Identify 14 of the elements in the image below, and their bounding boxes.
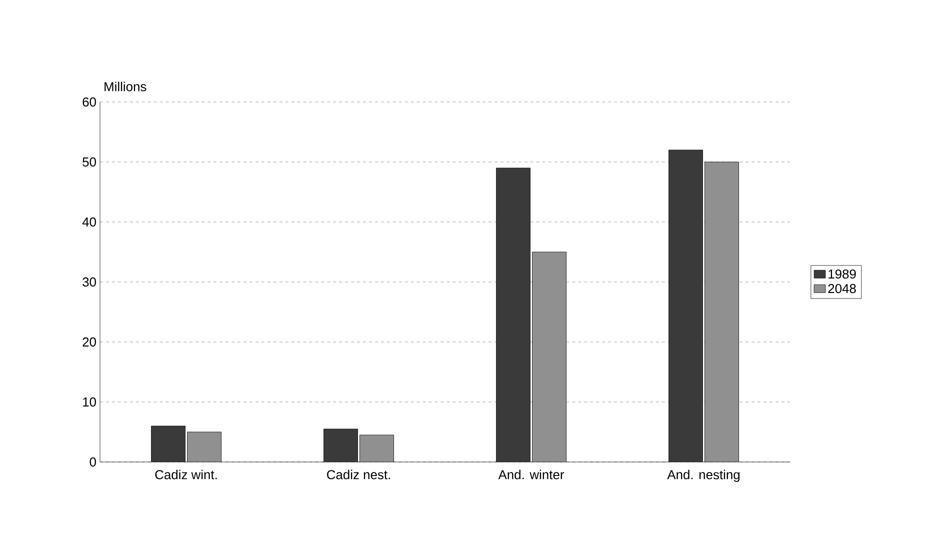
y-tick-label: 40 — [82, 217, 96, 227]
x-tick-label: And. winter — [498, 470, 564, 480]
y-tick-label: 30 — [82, 277, 96, 287]
y-tick-label: 0 — [90, 457, 96, 467]
y-tick-label: 10 — [83, 397, 96, 407]
legend-label: 2048 — [828, 284, 856, 294]
y-tick-label: 20 — [82, 337, 96, 347]
y-tick-label: 50 — [82, 157, 96, 167]
y-tick-label: 60 — [82, 97, 96, 107]
legend-label: 1989 — [828, 269, 856, 279]
x-tick-label: And. nesting — [667, 470, 740, 482]
y-axis-title: Millions — [104, 82, 146, 92]
x-tick-label: Cadiz nest. — [327, 470, 390, 480]
x-tick-label: Cadiz wint. — [155, 470, 217, 480]
